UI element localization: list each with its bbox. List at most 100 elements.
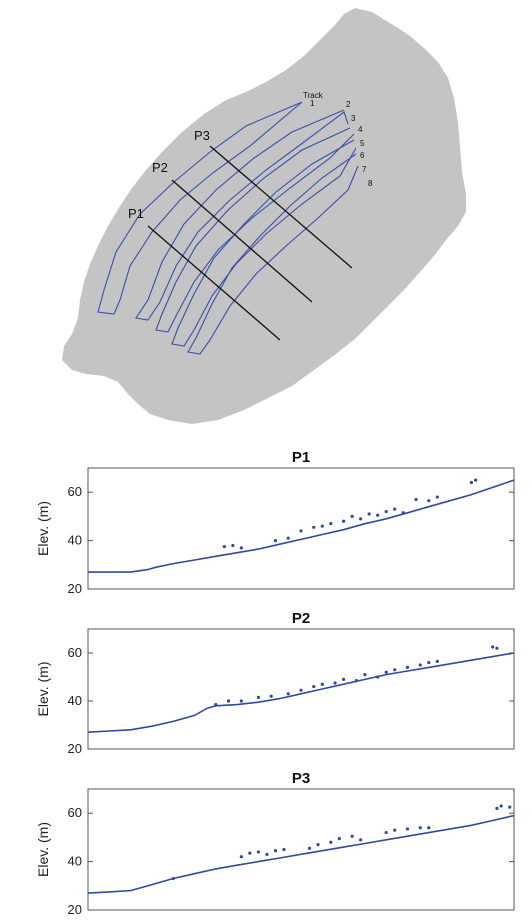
track-line-4 (171, 139, 357, 347)
canopy-point (376, 675, 380, 679)
canopy-point (393, 668, 397, 672)
profile-charts: P1 20 40 60 Elev. (m) P2 20 40 60 Elev. (m) P3 20 40… (35, 449, 515, 917)
canopy-point (359, 517, 363, 521)
canopy-point (329, 840, 333, 844)
canopy-point (393, 828, 397, 832)
profile-chart-1: P1 20 40 60 Elev. (m) (35, 449, 515, 596)
profile-label-p3: P3 (194, 128, 210, 143)
ground-profile-line (87, 652, 515, 733)
chart-title: P3 (292, 770, 310, 787)
y-tick-label: 20 (68, 741, 82, 756)
canopy-point (384, 670, 388, 674)
track-line-5 (187, 153, 359, 355)
canopy-point (495, 806, 499, 810)
canopy-point (393, 507, 397, 511)
canopy-point (239, 855, 243, 859)
canopy-point (265, 852, 269, 856)
track-num-8: 8 (368, 179, 373, 188)
canopy-point (273, 539, 278, 543)
canopy-point (239, 699, 243, 703)
canopy-point (435, 659, 439, 664)
y-axis-label: Elev. (m) (35, 662, 51, 717)
canopy-point (508, 805, 512, 809)
canopy-point (307, 846, 312, 850)
profile-chart-3: P3 20 40 60 Elev. (m) (35, 770, 515, 917)
canopy-point (256, 850, 260, 854)
canopy-point (226, 699, 231, 703)
track-num-3: 3 (351, 114, 356, 123)
profile-line-p1 (147, 225, 281, 341)
y-tick-label: 60 (68, 805, 82, 820)
canopy-point (367, 512, 371, 516)
canopy-point (299, 529, 303, 533)
canopy-point (384, 509, 388, 514)
track-num-7: 7 (362, 165, 367, 174)
canopy-point (363, 673, 367, 677)
canopy-point (214, 703, 218, 707)
canopy-point (435, 495, 439, 499)
profile-label-p2: P2 (152, 160, 168, 175)
canopy-point (337, 837, 341, 841)
canopy-point (273, 849, 278, 853)
canopy-point (495, 646, 499, 650)
canopy-point (376, 513, 380, 517)
y-axis-label: Elev. (m) (35, 501, 51, 556)
chart-title: P1 (292, 449, 310, 466)
canopy-point (401, 511, 405, 515)
canopy-point (427, 661, 431, 665)
ground-profile-line (88, 479, 515, 573)
canopy-point (342, 677, 346, 682)
y-tick-label: 60 (68, 484, 82, 499)
track-header: Track (303, 91, 324, 100)
canopy-point (282, 847, 286, 852)
canopy-point (405, 665, 410, 670)
canopy-point (354, 679, 358, 683)
canopy-point (491, 645, 495, 649)
canopy-point (171, 876, 175, 881)
canopy-point (427, 826, 431, 830)
y-tick-label: 40 (68, 854, 82, 869)
canopy-point (418, 663, 422, 667)
y-tick-label: 40 (68, 693, 82, 708)
y-tick-label: 20 (68, 581, 82, 596)
canopy-point (231, 543, 235, 548)
survey-tracks (97, 101, 359, 355)
track-line-3 (155, 127, 355, 333)
track-num-1: 1 (310, 99, 315, 108)
canopy-point (427, 499, 431, 503)
plot-frame (87, 628, 515, 750)
point-cloud-area (62, 8, 466, 424)
plot-frame (87, 788, 515, 911)
canopy-point (286, 692, 290, 696)
profile-chart-2: P2 20 40 60 Elev. (m) (35, 610, 515, 756)
y-tick-label: 40 (68, 533, 82, 548)
canopy-point (359, 838, 363, 842)
canopy-point (286, 536, 290, 540)
track-num-6: 6 (360, 151, 365, 160)
plot-frame (87, 467, 515, 590)
canopy-point (269, 694, 273, 698)
track-num-2: 2 (346, 100, 351, 109)
canopy-point (342, 519, 346, 523)
canopy-point (316, 843, 320, 847)
canopy-point (333, 681, 337, 685)
profile-line-p3 (209, 145, 353, 269)
track-num-5: 5 (360, 139, 365, 148)
canopy-point (312, 685, 316, 689)
canopy-point (312, 525, 316, 529)
point-cloud-map: P1 P2 P3 Track 1 2 3 4 5 6 7 8 (62, 8, 466, 424)
canopy-point (239, 546, 243, 550)
canopy-point (474, 478, 478, 482)
canopy-point (256, 695, 260, 700)
canopy-point (418, 826, 422, 830)
y-tick-label: 20 (68, 902, 82, 917)
track-num-4: 4 (358, 125, 363, 134)
canopy-point (320, 682, 324, 686)
profile-lines (147, 145, 353, 341)
canopy-point (222, 545, 226, 549)
canopy-point (320, 524, 324, 528)
canopy-point (350, 514, 354, 519)
y-tick-label: 60 (68, 645, 82, 660)
y-axis-label: Elev. (m) (35, 822, 51, 877)
